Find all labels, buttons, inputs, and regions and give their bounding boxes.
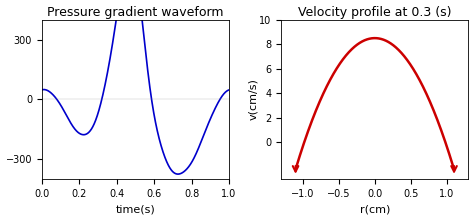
Title: Pressure gradient waveform: Pressure gradient waveform — [47, 6, 224, 18]
X-axis label: r(cm): r(cm) — [360, 204, 390, 214]
Y-axis label: v(cm/s): v(cm/s) — [248, 79, 258, 120]
Title: Velocity profile at 0.3 (s): Velocity profile at 0.3 (s) — [298, 6, 452, 18]
X-axis label: time(s): time(s) — [116, 204, 155, 214]
